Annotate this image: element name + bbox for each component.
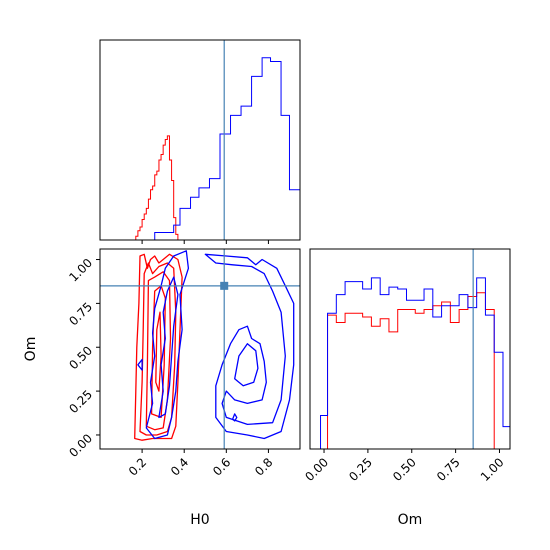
contour-H0-Om-series-0-contour-1	[139, 262, 177, 436]
hist-H0-series-0-step	[133, 135, 179, 240]
contour-H0-Om-series-1-contour-2	[204, 253, 295, 440]
contour-H0-Om-series-1-contour-3	[234, 343, 259, 387]
hist-Om-xtick-label-4: 1.00	[478, 455, 507, 484]
hist-H0-frame	[99, 39, 301, 241]
hist-Om-plot-area	[310, 249, 510, 449]
contour-H0-Om-series-0-contour-2	[145, 271, 172, 431]
contour-H0-Om-xtick-label-2: 0.6	[210, 455, 233, 478]
hist-Om-frame	[309, 248, 511, 450]
hist-Om-xtick-label-2: 0.50	[390, 455, 419, 484]
hist-Om-series-1-step	[310, 277, 510, 449]
contour-H0-Om-frame	[99, 248, 301, 450]
contour-H0-Om-series-1-contour-5	[137, 358, 143, 371]
contour-H0-Om-xtick-label-1: 0.4	[168, 455, 191, 478]
contour-H0-Om-series-0-contour-0	[134, 253, 183, 441]
truth-marker	[220, 281, 229, 290]
contour-H0-Om-plot-area	[100, 249, 300, 449]
contour-H0-Om-ylabel: Om	[23, 337, 39, 362]
contour-H0-Om-xtick-label-0: 0.2	[126, 455, 149, 478]
histogram-om-panel: 0.00 0.25 0.50 0.75 1.00 Om	[302, 248, 511, 528]
hist-Om-xtick-label-3: 0.75	[434, 455, 463, 484]
contour-H0-Om-xtick-label-3: 0.8	[252, 455, 275, 478]
contour-H0-Om-ytick-label-3: 0.75	[66, 300, 95, 329]
hist-Om-xlabel: Om	[398, 512, 423, 528]
contour-H0-Om-series-1-contour-0	[145, 250, 190, 440]
histogram-h0-panel	[99, 39, 301, 244]
hist-Om-xtick-label-1: 0.25	[346, 455, 375, 484]
contour-H0-Om-series-1-contour-4	[231, 413, 238, 422]
contour-h0-om-panel: 0.2 0.4 0.6 0.8 0.00 0.25 0.50 0.75 1.00 H0 Om	[23, 248, 301, 528]
contour-H0-Om-ytick-label-4: 1.00	[66, 256, 95, 285]
hist-H0-plot-area	[133, 40, 300, 240]
contour-H0-Om-ytick-label-2: 0.50	[66, 343, 95, 372]
hist-Om-series-0-step	[320, 292, 503, 449]
hist-H0-series-1-step	[135, 57, 300, 240]
contour-H0-Om-ytick-label-1: 0.25	[66, 387, 95, 416]
contour-H0-Om-series-0-contour-4	[155, 311, 162, 392]
contour-H0-Om-series-1-contour-1	[158, 276, 179, 419]
contour-H0-Om-ytick-label-0: 0.00	[66, 431, 95, 460]
hist-Om-xtick-label-0: 0.00	[302, 455, 331, 484]
contour-H0-Om-xlabel: H0	[190, 512, 209, 528]
